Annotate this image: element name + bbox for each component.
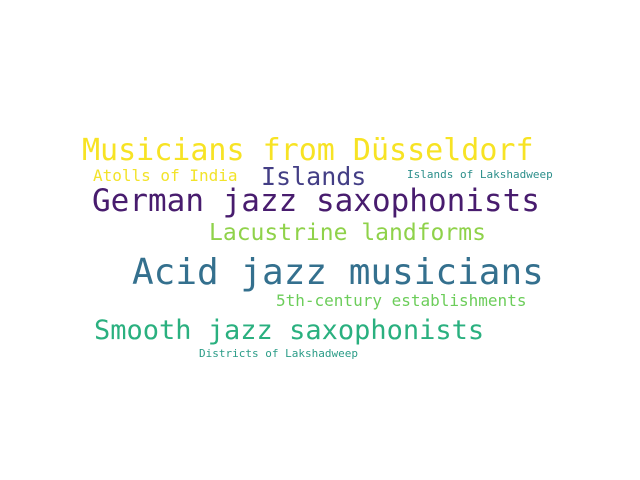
- word-acid-jazz-musicians: Acid jazz musicians: [132, 252, 544, 293]
- word-atolls-of-india: Atolls of India: [93, 166, 238, 185]
- word-islands-of-lakshadweep: Islands of Lakshadweep: [407, 168, 553, 181]
- word-districts-of-lakshadweep: Districts of Lakshadweep: [199, 347, 358, 360]
- word-5th-century-establishments: 5th-century establishments: [276, 291, 527, 310]
- word-islands: Islands: [261, 162, 367, 191]
- word-german-jazz-saxophonists: German jazz saxophonists: [92, 183, 540, 219]
- word-musicians-from-dusseldorf: Musicians from Düsseldorf: [82, 133, 534, 168]
- word-lacustrine-landforms: Lacustrine landforms: [209, 220, 486, 246]
- word-smooth-jazz-saxophonists: Smooth jazz saxophonists: [94, 315, 485, 346]
